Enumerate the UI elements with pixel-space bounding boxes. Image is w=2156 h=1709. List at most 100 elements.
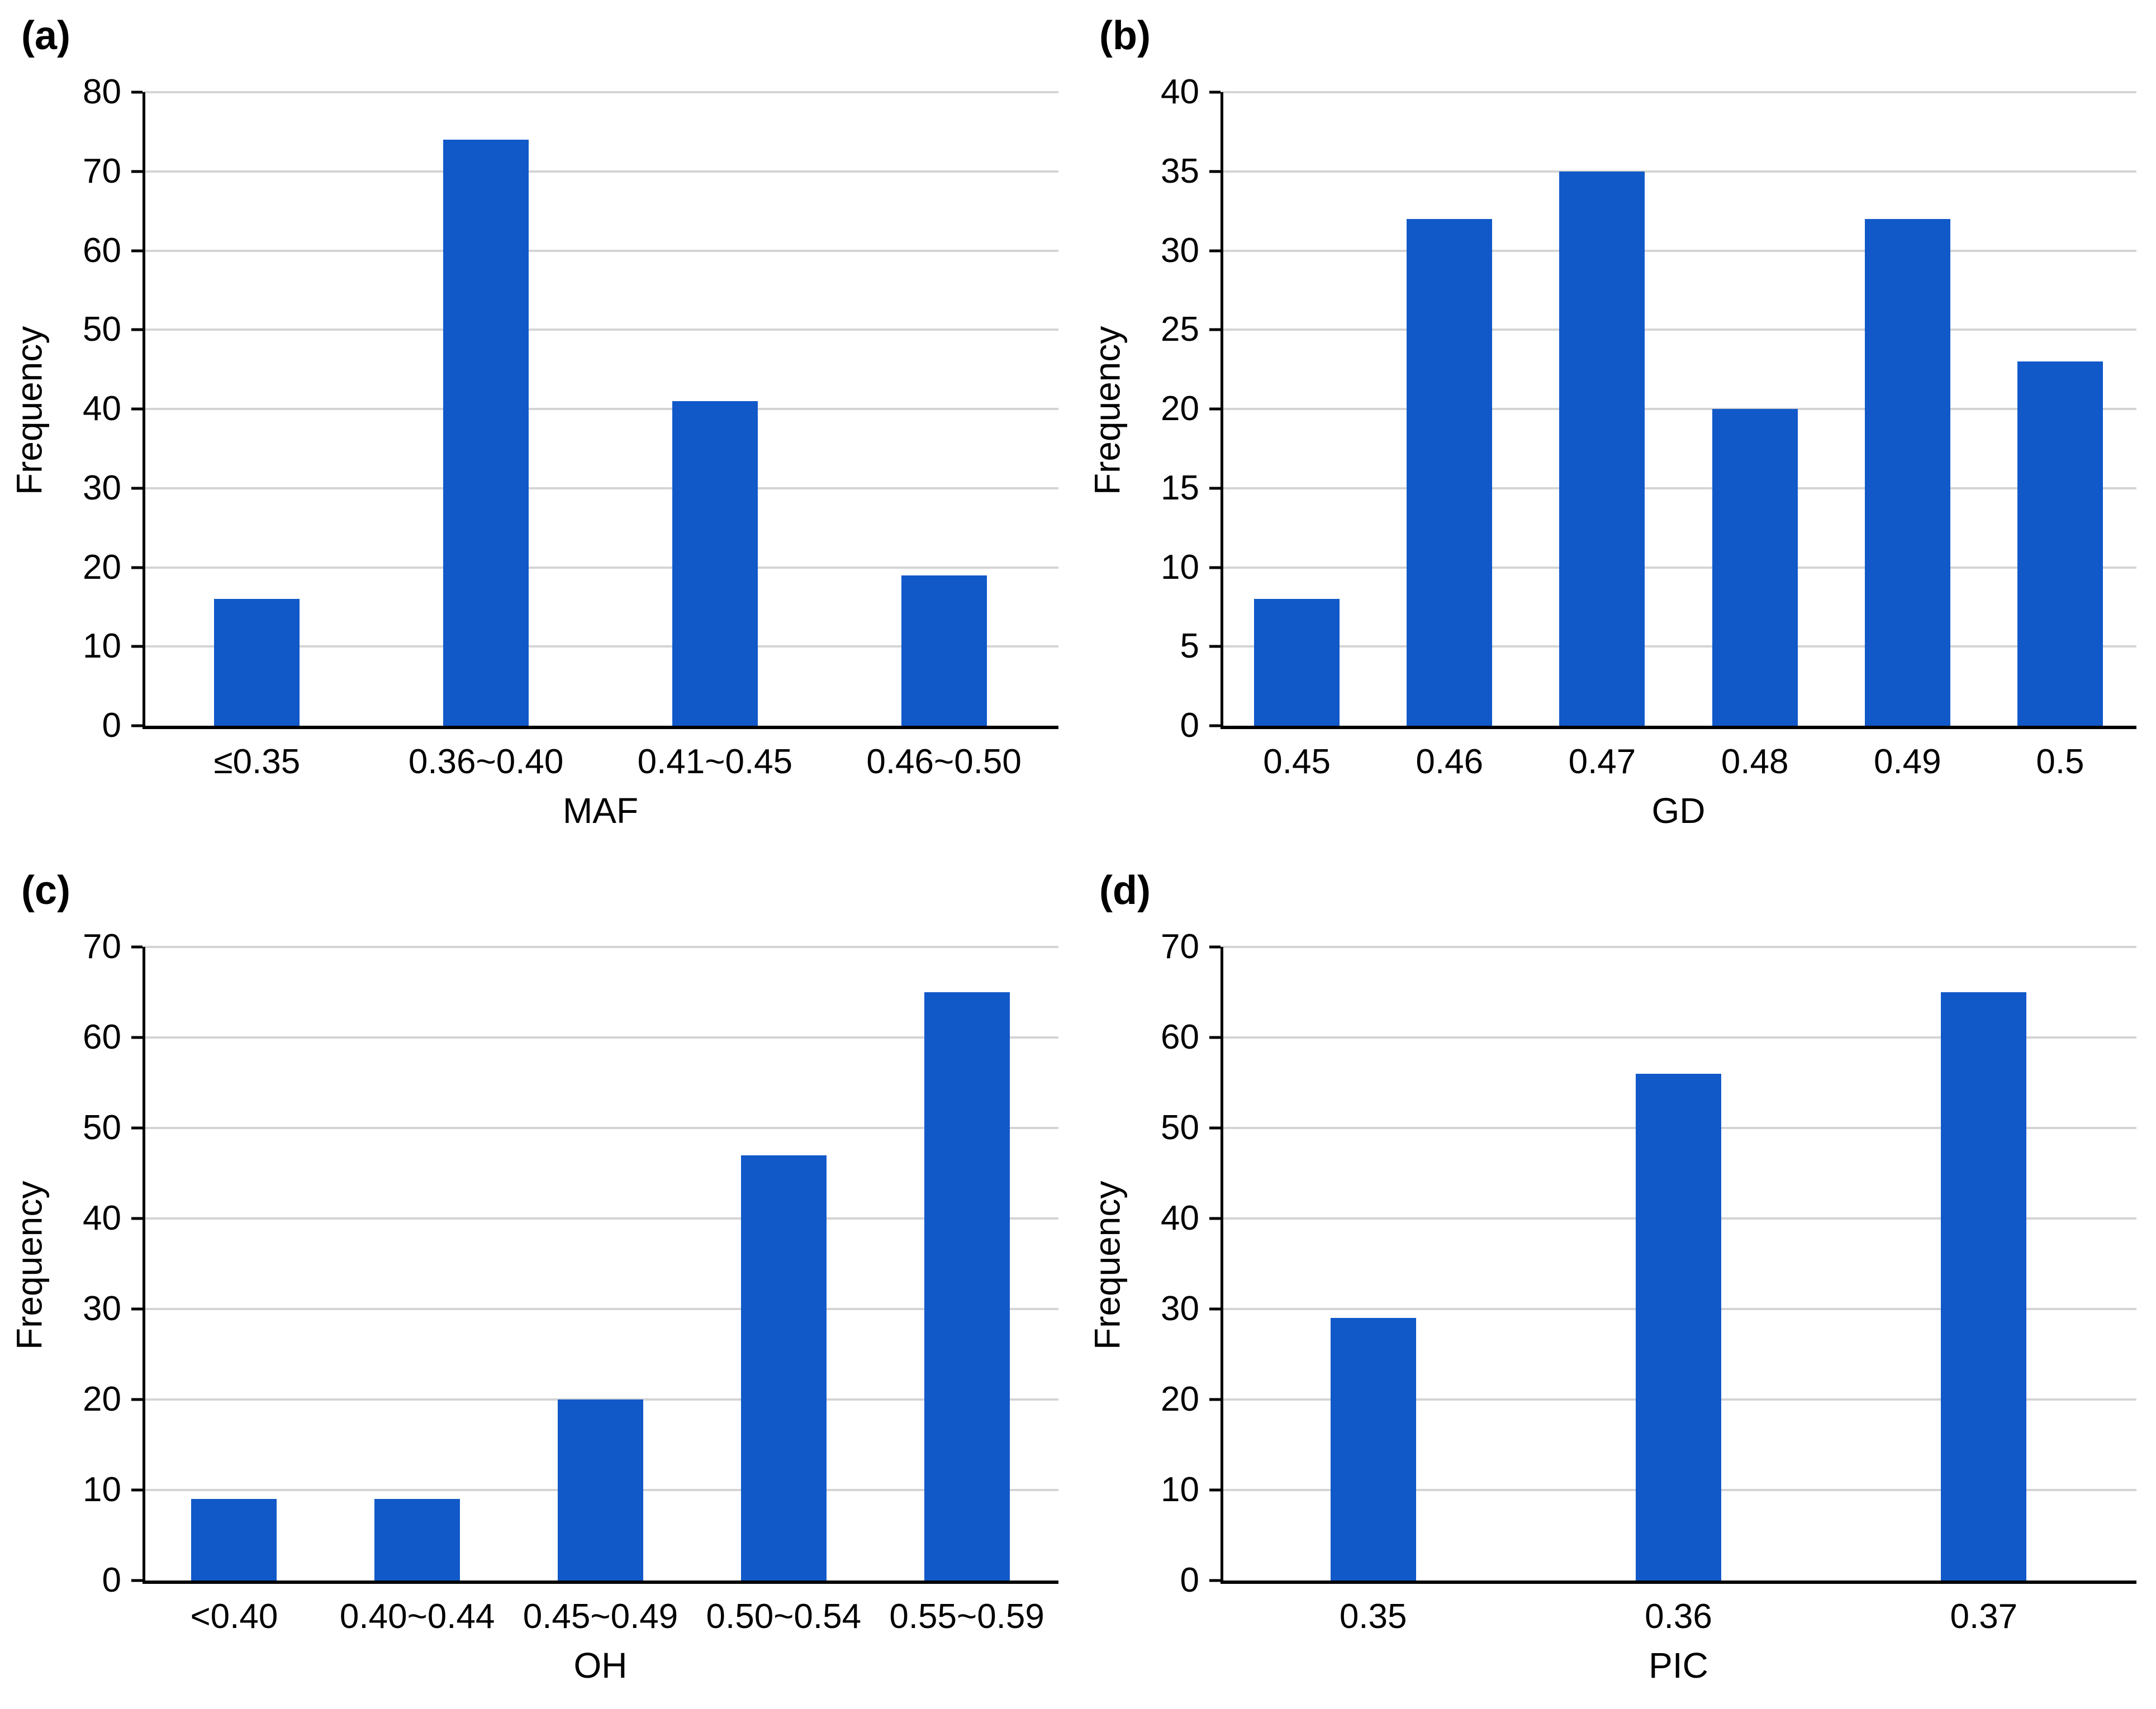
gridline — [1221, 91, 2136, 93]
gridline — [1221, 170, 2136, 173]
x-tick-label: 0.36~0.40 — [408, 742, 564, 781]
y-axis-tick-labels: 70 60 50 40 30 20 10 0 — [59, 930, 143, 1598]
x-axis-line — [1221, 726, 2136, 729]
gridline — [143, 1036, 1058, 1039]
x-tick-label: 0.48 — [1721, 742, 1789, 781]
x-tick-label: 0.55~0.59 — [889, 1597, 1044, 1636]
gridline — [143, 91, 1058, 93]
x-tick-label: 0.41~0.45 — [637, 742, 793, 781]
y-tick-label: 35 — [1161, 151, 1199, 191]
y-tick-mark — [131, 170, 143, 173]
y-tick-mark — [1209, 249, 1221, 252]
bars — [1209, 945, 2136, 1582]
y-tick-label: 10 — [1161, 548, 1199, 587]
y-tick-label: 50 — [1161, 1108, 1199, 1147]
panel-b: (b) Frequency 40 35 30 25 20 15 10 5 0 0.45 0.46 0… — [1078, 0, 2156, 855]
y-tick-mark — [131, 566, 143, 569]
x-axis-tick-labels: 0.35 0.36 0.37 — [1221, 1584, 2136, 1634]
gridline — [1221, 329, 2136, 331]
bar-slot — [143, 92, 372, 726]
bar — [2017, 361, 2103, 726]
bar — [1712, 409, 1798, 726]
bar — [191, 1499, 277, 1581]
gridline — [1221, 645, 2136, 648]
gridline — [143, 329, 1058, 331]
y-tick-mark — [131, 1579, 143, 1582]
x-tick-label: 0.40~0.44 — [339, 1597, 495, 1636]
bars — [131, 945, 1058, 1582]
y-axis-title: Frequency — [9, 326, 50, 496]
plot-area — [131, 945, 1058, 1584]
y-tick-mark — [131, 1126, 143, 1130]
y-tick-label: 20 — [83, 548, 121, 587]
panel-c: (c) Frequency 70 60 50 40 30 20 10 0 <0.40 0.40~… — [0, 855, 1078, 1709]
y-axis-line — [143, 92, 145, 729]
y-tick-label: 80 — [83, 73, 121, 111]
bar-slot — [372, 92, 601, 726]
x-tick-label: 0.49 — [1873, 742, 1941, 781]
bars — [1209, 91, 2136, 727]
bar — [557, 1399, 643, 1581]
x-tick-label: 0.37 — [1950, 1597, 2018, 1636]
y-tick-mark — [131, 91, 143, 94]
y-tick-label: 70 — [83, 927, 121, 966]
x-axis-tick-labels: ≤0.35 0.36~0.40 0.41~0.45 0.46~0.50 — [143, 729, 1058, 779]
y-tick-label: 40 — [83, 1199, 121, 1237]
y-tick-label: 30 — [1161, 231, 1199, 270]
y-axis-tick-labels: 40 35 30 25 20 15 10 5 0 — [1137, 75, 1221, 743]
gridline — [143, 1307, 1058, 1310]
y-tick-label: 20 — [83, 1380, 121, 1418]
gridline — [143, 170, 1058, 173]
y-tick-label: 30 — [1161, 1289, 1199, 1328]
y-tick-label: 40 — [83, 389, 121, 428]
bar — [374, 1499, 460, 1581]
x-tick-label: ≤0.35 — [213, 742, 301, 781]
y-tick-mark — [1209, 407, 1221, 411]
y-tick-label: 0 — [102, 1561, 121, 1599]
x-tick-label: 0.46 — [1416, 742, 1484, 781]
chart-c: Frequency 70 60 50 40 30 20 10 0 <0.40 0.40~0.44… — [0, 930, 1078, 1686]
y-tick-label: 0 — [102, 706, 121, 745]
y-tick-label: 50 — [83, 310, 121, 349]
y-tick-mark — [1209, 1126, 1221, 1130]
y-tick-label: 30 — [83, 468, 121, 507]
panel-label-c: (c) — [21, 868, 70, 913]
bars — [131, 91, 1058, 727]
bar — [672, 401, 758, 726]
gridline — [143, 1126, 1058, 1129]
y-tick-label: 50 — [83, 1108, 121, 1147]
bar-slot — [1679, 92, 1831, 726]
gridline — [1221, 1036, 2136, 1039]
y-tick-label: 60 — [83, 1018, 121, 1056]
bar-slot — [1526, 947, 1831, 1581]
panel-label-d: (d) — [1099, 868, 1151, 913]
x-axis-title: OH — [573, 1645, 628, 1686]
y-tick-mark — [1209, 566, 1221, 569]
y-tick-mark — [131, 1036, 143, 1039]
bar-slot — [601, 92, 830, 726]
bar — [214, 599, 300, 726]
y-tick-mark — [1209, 945, 1221, 949]
x-axis-tick-labels: <0.40 0.40~0.44 0.45~0.49 0.50~0.54 0.55~0.5… — [143, 1584, 1058, 1634]
bar — [740, 1155, 827, 1581]
y-tick-mark — [131, 328, 143, 331]
y-tick-label: 0 — [1180, 706, 1199, 745]
x-axis-tick-labels: 0.45 0.46 0.47 0.48 0.49 0.5 — [1221, 729, 2136, 779]
y-tick-label: 40 — [1161, 73, 1199, 111]
gridline — [1221, 566, 2136, 569]
bar — [924, 992, 1010, 1581]
x-tick-label: 0.47 — [1568, 742, 1636, 781]
bar — [1330, 1318, 1416, 1581]
y-tick-label: 10 — [83, 1470, 121, 1509]
x-axis-line — [1221, 1581, 2136, 1584]
plot-area — [131, 91, 1058, 729]
gridline — [143, 487, 1058, 489]
plot-area — [1209, 91, 2136, 729]
bar-slot — [1984, 92, 2136, 726]
x-tick-label: 0.5 — [2036, 742, 2084, 781]
panel-d: (d) Frequency 70 60 50 40 30 20 10 0 0.35 0.36 0.… — [1078, 855, 2156, 1709]
x-tick-label: 0.46~0.50 — [866, 742, 1022, 781]
y-tick-mark — [1209, 1579, 1221, 1582]
y-axis-title: Frequency — [1087, 1180, 1128, 1350]
chart-d: Frequency 70 60 50 40 30 20 10 0 0.35 0.36 0.37 P… — [1078, 930, 2156, 1683]
